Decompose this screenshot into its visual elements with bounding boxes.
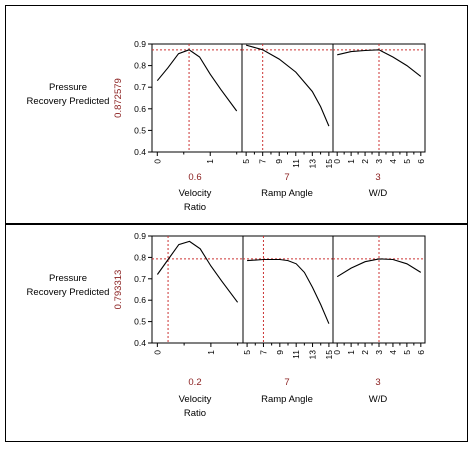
y-tick-label: 0.7 xyxy=(134,274,146,284)
x-tick-label: 4 xyxy=(388,159,398,164)
x-tick-label: 5 xyxy=(402,159,412,164)
current-value-label: 0.2 xyxy=(188,377,201,388)
panel-frame xyxy=(151,235,244,344)
series-line xyxy=(156,240,239,303)
x-tick-label: 15 xyxy=(324,159,334,169)
x-tick-label: 1 xyxy=(205,159,215,164)
x-tick-label: 0 xyxy=(152,350,162,355)
x-tick-label: 6 xyxy=(416,350,426,355)
x-tick-label: 3 xyxy=(374,159,384,164)
predicted-value-label: 0.793313 xyxy=(113,270,124,310)
y-axis-label-line: Pressure xyxy=(49,273,87,284)
x-tick-label: 5 xyxy=(402,350,412,355)
x-tick-label: 5 xyxy=(241,159,251,164)
x-axis-label-line: Ratio xyxy=(184,202,206,213)
y-tick-label: 0.6 xyxy=(134,295,146,305)
series-line xyxy=(337,49,422,77)
x-tick-label: 7 xyxy=(258,159,268,164)
x-tick-label: 9 xyxy=(274,159,284,164)
panel-frame xyxy=(242,235,334,344)
x-tick-label: 5 xyxy=(242,350,252,355)
y-tick-label: 0.4 xyxy=(134,338,146,348)
x-tick-label: 13 xyxy=(307,159,317,169)
series-line xyxy=(336,258,422,278)
panel-frame xyxy=(241,43,334,153)
x-tick-label: 2 xyxy=(360,159,370,164)
x-tick-label: 15 xyxy=(324,350,334,360)
series-line xyxy=(245,44,330,127)
x-axis-label-line: Velocity xyxy=(179,188,212,199)
x-axis-label-line: Velocity xyxy=(179,394,212,405)
panel-frame xyxy=(151,43,243,153)
y-tick-label: 0.8 xyxy=(134,61,146,71)
y-tick-label: 0.5 xyxy=(134,125,146,135)
x-tick-label: 7 xyxy=(258,350,268,355)
x-tick-label: 11 xyxy=(291,350,301,359)
predicted-value-label: 0.872579 xyxy=(113,78,124,118)
y-axis-label-line: Recovery Predicted xyxy=(27,287,110,298)
y-tick-label: 0.9 xyxy=(134,231,146,241)
x-tick-label: 0 xyxy=(332,350,342,355)
current-value-label: 7 xyxy=(284,172,289,183)
current-value-label: 3 xyxy=(375,377,380,388)
current-value-label: 3 xyxy=(375,172,380,183)
x-tick-label: 0 xyxy=(152,159,162,164)
x-tick-label: 2 xyxy=(360,350,370,355)
series-line xyxy=(156,49,238,112)
x-tick-label: 13 xyxy=(308,350,318,360)
y-tick-label: 0.4 xyxy=(134,147,146,157)
y-axis-label-line: Recovery Predicted xyxy=(27,96,110,107)
x-tick-label: 6 xyxy=(416,159,426,164)
y-tick-label: 0.8 xyxy=(134,252,146,262)
current-value-label: 7 xyxy=(284,377,289,388)
x-tick-label: 9 xyxy=(275,350,285,355)
y-axis-label-line: Pressure xyxy=(49,82,87,93)
y-tick-label: 0.9 xyxy=(134,39,146,49)
x-tick-label: 3 xyxy=(374,350,384,355)
y-tick-label: 0.7 xyxy=(134,82,146,92)
section-divider xyxy=(5,223,468,225)
x-tick-label: 1 xyxy=(346,350,356,355)
x-tick-label: 1 xyxy=(346,159,356,164)
x-axis-label-line: W/D xyxy=(369,394,388,405)
y-tick-label: 0.5 xyxy=(134,317,146,327)
x-tick-label: 4 xyxy=(388,350,398,355)
current-value-label: 0.6 xyxy=(188,172,201,183)
series-line xyxy=(247,258,330,324)
x-axis-label-line: Ramp Angle xyxy=(261,394,313,405)
x-tick-label: 11 xyxy=(291,159,301,168)
x-axis-label-line: Ramp Angle xyxy=(261,188,313,199)
x-tick-label: 0 xyxy=(332,159,342,164)
x-axis-label-line: Ratio xyxy=(184,408,206,419)
x-axis-label-line: W/D xyxy=(369,188,388,199)
y-tick-label: 0.6 xyxy=(134,104,146,114)
x-tick-label: 1 xyxy=(206,350,216,355)
